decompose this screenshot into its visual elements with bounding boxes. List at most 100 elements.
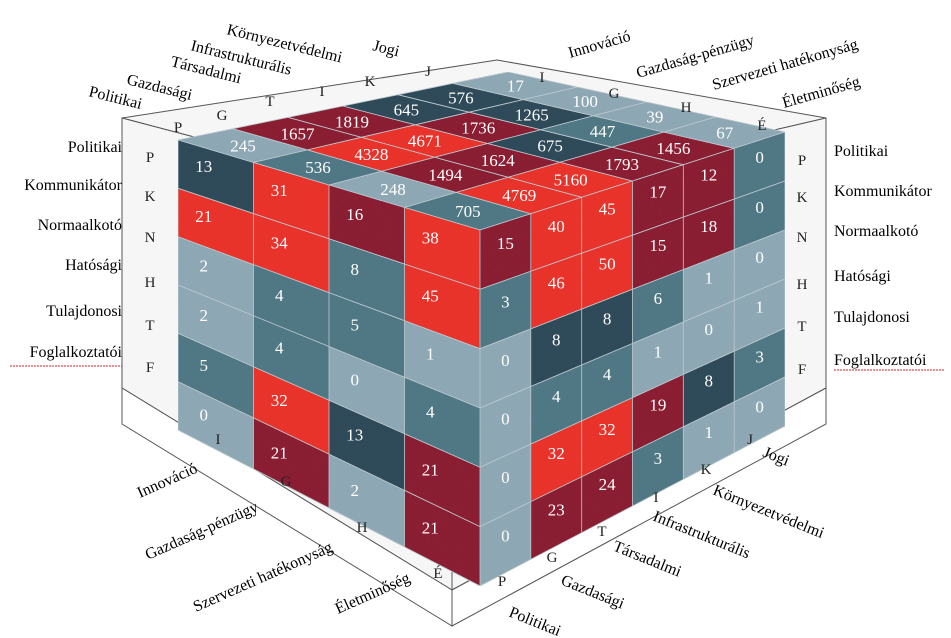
side-cell-value: 1 <box>705 423 714 442</box>
top-cell-value: 447 <box>590 122 616 141</box>
left-row-label: Tulajdonosi <box>46 303 122 320</box>
top-left-code: T <box>265 94 274 110</box>
right-row-label: Tulajdonosi <box>834 309 910 326</box>
top-cell-value: 536 <box>305 158 331 177</box>
bottom-left-label: Gazdaság-pénzügy <box>143 499 261 564</box>
front-cell-value: 21 <box>422 461 439 480</box>
side-cell-value: 0 <box>755 198 764 217</box>
front-cell-value: 34 <box>271 233 289 252</box>
left-row-code: K <box>145 189 156 205</box>
bottom-right-code: J <box>747 432 753 448</box>
side-cell-value: 32 <box>548 444 565 463</box>
front-cell-value: 21 <box>271 443 288 462</box>
bottom-left-code: I <box>216 432 221 448</box>
side-cell-value: 15 <box>497 234 514 253</box>
side-cell-value: 0 <box>501 409 510 428</box>
top-cell-value: 1456 <box>656 139 690 158</box>
side-cell-value: 4 <box>552 387 561 406</box>
front-cell-value: 13 <box>195 157 212 176</box>
front-cell-value: 4 <box>426 403 435 422</box>
front-cell-value: 2 <box>200 257 209 276</box>
top-left-label: Jogi <box>371 37 402 60</box>
side-cell-value: 4 <box>603 365 612 384</box>
top-cell-value: 705 <box>455 202 481 221</box>
front-cell-value: 31 <box>271 181 288 200</box>
top-cell-value: 645 <box>394 100 420 119</box>
side-cell-value: 23 <box>548 501 565 520</box>
right-row-label: Foglalkoztatói <box>834 352 927 369</box>
top-right-label: Innováció <box>566 28 632 62</box>
top-cell-value: 245 <box>230 136 256 155</box>
bottom-right-label: Társadalmi <box>611 538 685 581</box>
top-cell-value: 4671 <box>408 132 442 151</box>
side-cell-value: 1 <box>705 268 714 287</box>
side-cell-value: 8 <box>552 330 561 349</box>
side-cell-value: 0 <box>705 320 714 339</box>
top-cell-value: 576 <box>448 88 474 107</box>
front-cell-value: 32 <box>271 391 288 410</box>
front-cell-value: 45 <box>422 287 439 306</box>
front-cell-value: 0 <box>200 406 209 425</box>
side-cell-value: 1 <box>755 298 764 317</box>
left-row-label: Foglalkoztatói <box>30 344 123 361</box>
top-cell-value: 5160 <box>554 170 588 189</box>
left-row-label: Hatósági <box>65 257 122 274</box>
side-cell <box>733 376 786 454</box>
left-row-code: P <box>146 150 154 166</box>
top-cell-value: 17 <box>507 76 525 95</box>
top-cell-value: 675 <box>537 137 563 156</box>
top-left-code: P <box>174 120 182 136</box>
front-cell-value: 0 <box>351 370 360 389</box>
right-row-label: Normaalkotó <box>834 223 918 240</box>
left-row-label: Kommunikátor <box>24 177 122 194</box>
side-cell-value: 8 <box>705 372 714 391</box>
front-cell-value: 38 <box>422 229 439 248</box>
side-cell-value: 8 <box>603 310 612 329</box>
side-cell-value: 0 <box>755 248 764 267</box>
side-cell-value: 17 <box>649 182 667 201</box>
side-cell-value: 19 <box>649 396 666 415</box>
top-cell-value: 1736 <box>461 119 495 138</box>
top-left-code: K <box>365 74 376 90</box>
side-cell-value: 12 <box>700 165 717 184</box>
side-cell-value: 0 <box>501 468 510 487</box>
top-cell-value: 1624 <box>481 151 516 170</box>
side-cell-value: 3 <box>654 449 663 468</box>
top-cell-value: 100 <box>572 92 598 111</box>
front-cell-value: 2 <box>200 306 209 325</box>
side-cell-value: 0 <box>755 397 764 416</box>
top-right-label: Életminőség <box>780 72 862 112</box>
left-row-code: T <box>145 318 154 334</box>
left-row-label: Politikai <box>68 139 123 156</box>
left-row-code: F <box>146 360 154 376</box>
top-right-code: I <box>540 70 545 86</box>
top-left-code: J <box>425 64 431 80</box>
right-row-label: Kommunikátor <box>834 183 932 200</box>
front-cell-value: 2 <box>351 481 360 500</box>
side-cell-value: 0 <box>501 351 510 370</box>
side-cell-value: 6 <box>654 289 663 308</box>
top-cell-value: 1793 <box>605 155 639 174</box>
top-left-code: G <box>217 108 228 124</box>
bottom-left-code: H <box>357 520 368 536</box>
side-cell-value: 15 <box>649 236 666 255</box>
front-cell-value: 5 <box>200 356 209 375</box>
side-cell-value: 18 <box>700 217 717 236</box>
side-cell-value: 46 <box>548 274 565 293</box>
bottom-right-label: Jogi <box>761 444 793 470</box>
bottom-right-label: Környezetvédelmi <box>711 482 827 542</box>
side-cell-value: 24 <box>599 475 617 494</box>
right-row-code: N <box>797 230 808 246</box>
bottom-right-label: Gazdasági <box>559 572 628 613</box>
bottom-right-label: Infrastrukturális <box>651 508 753 562</box>
side-cell-value: 3 <box>501 293 510 312</box>
front-cell-value: 4 <box>275 338 284 357</box>
side-cell-value: 1 <box>654 342 663 361</box>
bottom-left-label: Szervezeti hatékonyság <box>191 539 336 616</box>
front-cell-value: 8 <box>351 260 360 279</box>
bottom-right-code: G <box>547 550 558 566</box>
top-cell-value: 1265 <box>515 105 549 124</box>
bottom-right-code: K <box>701 462 712 478</box>
top-cell-value: 4769 <box>502 186 536 205</box>
